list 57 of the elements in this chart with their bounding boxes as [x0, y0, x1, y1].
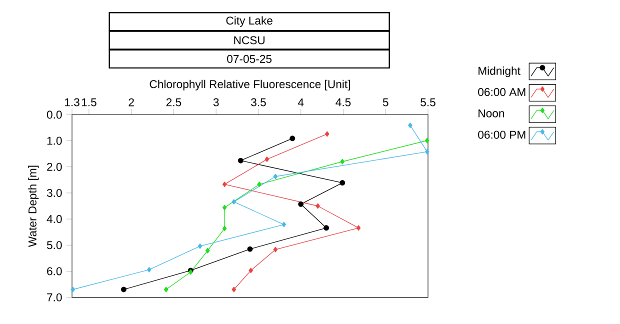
- chart-title: City Lake: [226, 16, 272, 27]
- y-tick-label: 6.0: [47, 267, 62, 276]
- y-tick-label: 3.0: [46, 188, 62, 197]
- x-tick-label: 5: [382, 98, 388, 106]
- legend-label: Noon: [478, 109, 504, 118]
- point: [340, 180, 346, 186]
- point: [290, 136, 296, 142]
- point: [147, 266, 152, 272]
- point: [70, 286, 75, 292]
- point: [222, 204, 227, 210]
- x-tick-label: 3.5: [251, 98, 266, 106]
- point: [425, 148, 430, 154]
- point: [222, 226, 227, 232]
- point: [198, 243, 202, 249]
- point: [257, 182, 262, 188]
- x-tick-label: 1.3: [64, 98, 80, 106]
- x-tick-label: 4.5: [336, 98, 351, 106]
- x-tick-label: 5.5: [420, 98, 436, 106]
- chart-subtitle: NCSU: [234, 36, 265, 44]
- point: [324, 225, 330, 231]
- point: [238, 158, 244, 164]
- y-tick-label: 1.0: [47, 136, 62, 145]
- y-tick-label: 4.0: [46, 215, 62, 224]
- point: [273, 174, 278, 180]
- x-tick-label: 2.5: [166, 98, 182, 106]
- point: [282, 222, 286, 228]
- legend-label: 06:00 PM: [478, 130, 526, 139]
- point: [248, 268, 253, 274]
- legend-label: 06:00 AM: [478, 88, 526, 96]
- point: [222, 182, 227, 188]
- y-axis-title: Water Depth [m]: [28, 166, 39, 247]
- x-tick-label: 1.5: [82, 98, 96, 106]
- y-tick-label: 5.0: [46, 241, 62, 250]
- point: [205, 248, 210, 254]
- x-tick-label: 4: [298, 98, 304, 106]
- x-tick-label: 3: [213, 98, 219, 106]
- point: [264, 156, 270, 162]
- point: [232, 199, 236, 205]
- text: 07-05-25: [227, 54, 272, 63]
- y-tick-label: 2.0: [47, 162, 62, 171]
- point: [298, 201, 304, 207]
- point: [164, 286, 168, 292]
- point: [120, 286, 126, 292]
- point: [356, 225, 361, 231]
- point: [273, 246, 278, 252]
- point: [340, 158, 345, 164]
- point: [408, 122, 412, 128]
- y-tick-label: 0.0: [46, 110, 62, 119]
- point: [425, 138, 430, 144]
- y-tick-label: 7.0: [47, 293, 62, 302]
- point: [232, 286, 236, 292]
- point: [247, 246, 253, 252]
- point: [325, 131, 330, 137]
- x-tick-label: 2: [128, 98, 134, 106]
- point: [316, 203, 320, 209]
- legend-label: Midnight: [478, 66, 520, 78]
- x-axis-title: Chlorophyll Relative Fluorescence [Unit]: [150, 80, 350, 90]
